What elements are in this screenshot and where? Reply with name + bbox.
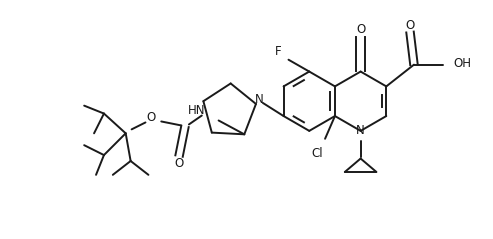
Text: OH: OH xyxy=(454,57,471,70)
Text: Cl: Cl xyxy=(312,147,323,160)
Text: N: N xyxy=(356,124,365,137)
Text: O: O xyxy=(175,158,184,170)
Text: F: F xyxy=(275,45,282,58)
Text: N: N xyxy=(254,93,263,107)
Text: O: O xyxy=(356,22,365,36)
Text: O: O xyxy=(405,19,415,32)
Text: HN: HN xyxy=(188,104,206,117)
Text: O: O xyxy=(147,111,156,124)
